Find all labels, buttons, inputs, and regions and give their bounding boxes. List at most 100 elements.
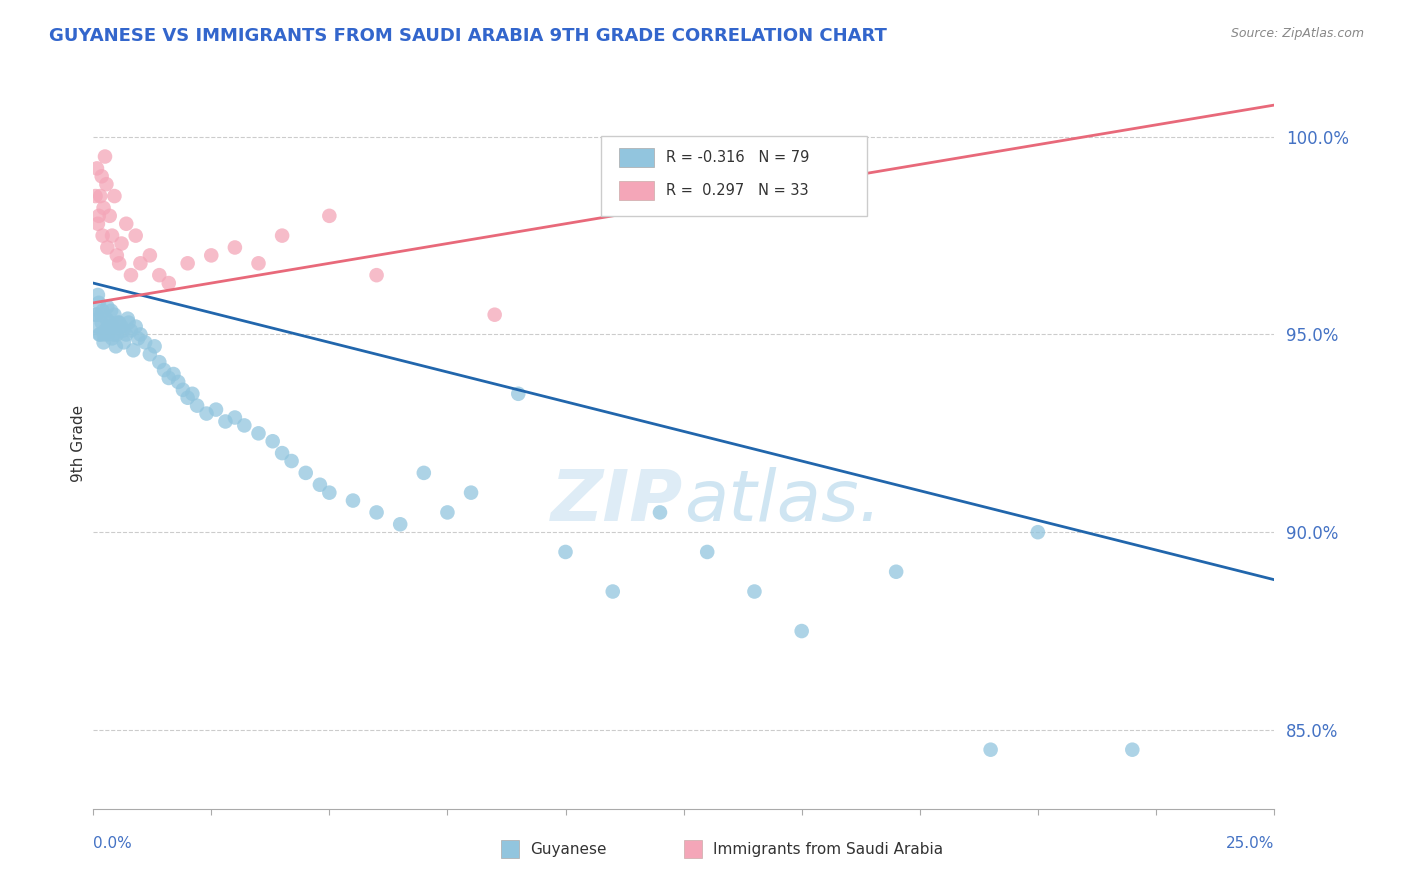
Point [648,169,671,184]
Text: R =  0.297   N = 33: R = 0.297 N = 33 [666,184,808,198]
Point [200,248,222,262]
Point [90,316,112,330]
Point [129,327,152,342]
Point [1026,525,1049,540]
Point [98,316,121,330]
Point [96,311,118,326]
Point [104,339,127,353]
Point [980,742,1002,756]
Point [280,454,302,468]
Point [98,209,121,223]
Point [148,355,170,369]
Point [484,308,506,322]
Point [153,363,176,377]
Point [112,335,135,350]
Point [89,189,111,203]
Point [233,418,256,433]
Point [167,375,190,389]
Point [117,311,139,326]
Point [790,624,813,638]
Point [195,407,218,421]
Point [134,335,156,350]
Point [86,161,108,176]
Point [508,386,530,401]
Point [148,268,170,282]
FancyBboxPatch shape [619,148,654,167]
Point [103,308,125,322]
Point [271,228,294,243]
Point [100,303,122,318]
Point [94,149,117,163]
Point [554,545,576,559]
Point [96,300,118,314]
Point [101,331,124,345]
Point [87,209,110,223]
Point [602,584,624,599]
Text: GUYANESE VS IMMIGRANTS FROM SAUDI ARABIA 9TH GRADE CORRELATION CHART: GUYANESE VS IMMIGRANTS FROM SAUDI ARABIA… [49,27,887,45]
Point [247,426,270,441]
Point [86,319,108,334]
Point [318,209,340,223]
Point [120,268,142,282]
Point [366,505,388,519]
Point [97,319,120,334]
FancyBboxPatch shape [619,181,654,200]
Point [87,217,110,231]
Point [115,217,138,231]
Point [84,308,107,322]
Point [271,446,294,460]
Point [214,415,236,429]
Point [744,584,766,599]
Point [389,517,412,532]
Point [110,236,132,251]
Point [110,319,132,334]
Text: R = -0.316   N = 79: R = -0.316 N = 79 [666,150,810,165]
Point [143,339,166,353]
Point [87,288,110,302]
Point [436,505,458,519]
Point [139,347,162,361]
Point [96,178,118,192]
Point [412,466,434,480]
Point [96,240,118,254]
Point [108,256,131,270]
Point [108,316,131,330]
Text: atlas.: atlas. [683,467,882,536]
Point [176,256,198,270]
Point [294,466,316,480]
Point [122,343,145,358]
Point [247,256,270,270]
Point [127,331,149,345]
Text: 25.0%: 25.0% [1226,836,1274,851]
Point [115,327,138,342]
Point [884,565,907,579]
Point [125,228,148,243]
Point [94,324,117,338]
Point [105,327,128,342]
Text: Immigrants from Saudi Arabia: Immigrants from Saudi Arabia [713,842,943,856]
Point [101,319,124,334]
Point [1121,742,1143,756]
Point [111,324,134,338]
Point [224,410,246,425]
Point [157,276,180,290]
Point [90,308,112,322]
Point [87,296,110,310]
Point [366,268,388,282]
Point [125,319,148,334]
Point [107,316,129,330]
Text: 0.0%: 0.0% [93,836,132,851]
Point [91,228,114,243]
Point [162,367,184,381]
Point [342,493,364,508]
Point [205,402,228,417]
Point [84,189,107,203]
Text: ZIP: ZIP [551,467,683,536]
Point [101,228,124,243]
Point [89,327,111,342]
Point [648,505,671,519]
Point [120,324,142,338]
Point [309,477,332,491]
Point [91,303,114,318]
Point [93,327,115,342]
